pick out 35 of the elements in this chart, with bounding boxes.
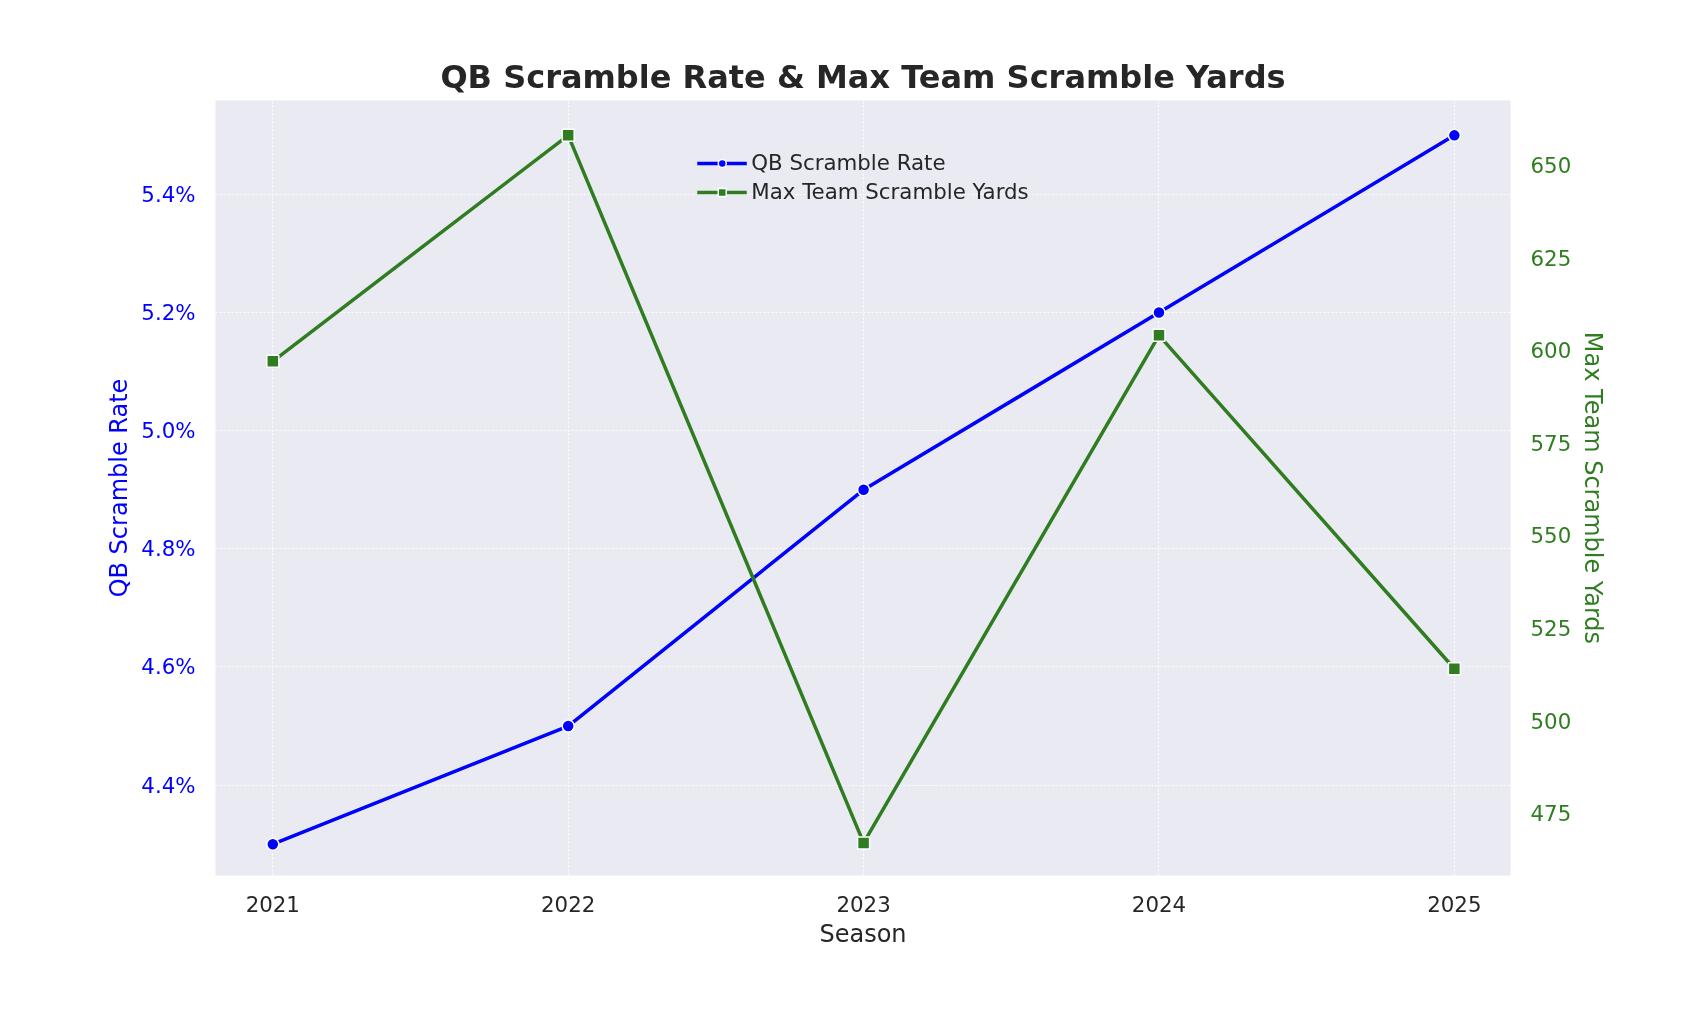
- x-axis-title: Season: [819, 919, 907, 948]
- point: [856, 836, 871, 850]
- point: [1152, 305, 1166, 320]
- y2-tick-label: 650: [1530, 152, 1572, 178]
- x-tick-label: 2025: [1427, 891, 1482, 917]
- y2-tick-label: 575: [1530, 430, 1572, 456]
- y-tick-label: 5.0%: [141, 418, 196, 444]
- x-tick-label: 2023: [836, 891, 891, 917]
- y2-tick-label: 525: [1530, 616, 1572, 642]
- y2-tick-label: 625: [1530, 245, 1572, 271]
- y2-tick-label: 600: [1530, 338, 1572, 364]
- point: [266, 837, 280, 851]
- point: [1447, 662, 1462, 676]
- y-tick-label: 4.6%: [141, 654, 196, 680]
- y2-tick-label: 475: [1530, 801, 1572, 827]
- point: [1152, 328, 1166, 343]
- x-tick-label: 2022: [541, 891, 596, 917]
- y2-axis-title: Max Team Scramble Yards: [1579, 331, 1608, 645]
- point: [1447, 128, 1462, 143]
- chart-title: QB Scramble Rate & Max Team Scramble Yards: [440, 57, 1286, 96]
- y2-tick-label: 550: [1530, 523, 1572, 549]
- y-tick-label: 5.2%: [141, 300, 196, 326]
- x-tick-label: 2024: [1131, 891, 1187, 917]
- y2-tick-label: 500: [1530, 708, 1572, 734]
- y-axis-title: QB Scramble Rate: [105, 378, 134, 598]
- point: [561, 719, 575, 733]
- y-tick-label: 4.4%: [141, 772, 196, 798]
- point: [266, 354, 280, 369]
- y-tick-label: 5.4%: [141, 181, 196, 207]
- x-tick-label: 2021: [245, 891, 300, 917]
- y-tick-label: 4.8%: [141, 536, 196, 562]
- point: [856, 483, 871, 497]
- point: [561, 128, 575, 143]
- legend-label: QB Scramble Rate: [751, 150, 946, 175]
- legend-label: Max Team Scramble Yards: [751, 179, 1029, 204]
